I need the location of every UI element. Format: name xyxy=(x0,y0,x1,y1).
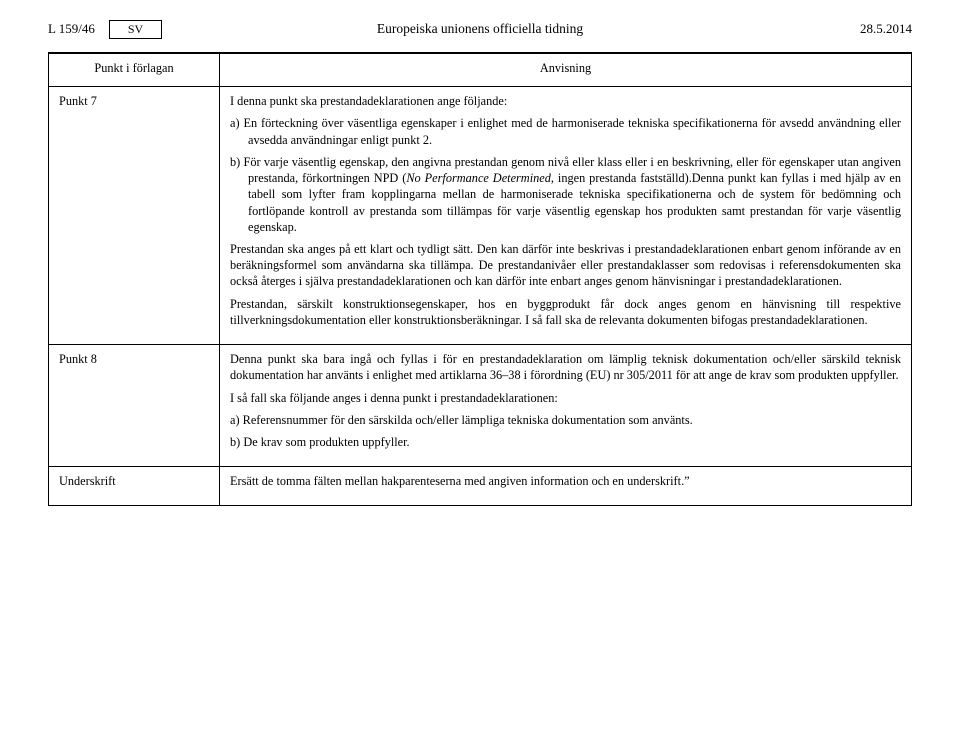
paragraph: b) För varje väsentlig egenskap, den ang… xyxy=(230,154,901,235)
paragraph: I denna punkt ska prestandadeklarationen… xyxy=(230,93,901,109)
row-content: Ersätt de tomma fälten mellan hakparente… xyxy=(220,467,912,506)
paragraph: a) En förteckning över väsentliga egensk… xyxy=(230,115,901,147)
paragraph: Prestandan, särskilt konstruktionsegensk… xyxy=(230,296,901,328)
table-row: Punkt 7 I denna punkt ska prestandadeklar… xyxy=(49,87,912,345)
page-header: L 159/46 SV Europeiska unionens officiel… xyxy=(48,18,912,40)
paragraph: I så fall ska följande anges i denna pun… xyxy=(230,390,901,406)
paragraph: a) Referensnummer för den särskilda och/… xyxy=(230,412,901,428)
paragraph: Prestandan ska anges på ett klart och ty… xyxy=(230,241,901,290)
paragraph: b) De krav som produkten uppfyller. xyxy=(230,434,901,450)
table-header-row: Punkt i förlagan Anvisning xyxy=(49,54,912,87)
page-reference: L 159/46 xyxy=(48,21,95,37)
journal-title: Europeiska unionens officiella tidning xyxy=(168,21,792,37)
publication-date: 28.5.2014 xyxy=(792,21,912,37)
row-label: Punkt 8 xyxy=(49,345,220,467)
col-header-anvisning: Anvisning xyxy=(220,54,912,87)
table-row: Underskrift Ersätt de tomma fälten mellan… xyxy=(49,467,912,506)
paragraph: Denna punkt ska bara ingå och fyllas i f… xyxy=(230,351,901,383)
instructions-table: Punkt i förlagan Anvisning Punkt 7 I denn… xyxy=(48,53,912,506)
row-label: Punkt 7 xyxy=(49,87,220,345)
col-header-punkt: Punkt i förlagan xyxy=(49,54,220,87)
header-left: L 159/46 SV xyxy=(48,20,168,39)
row-content: Denna punkt ska bara ingå och fyllas i f… xyxy=(220,345,912,467)
row-label: Underskrift xyxy=(49,467,220,506)
row-content: I denna punkt ska prestandadeklarationen… xyxy=(220,87,912,345)
language-code: SV xyxy=(109,20,162,39)
table-row: Punkt 8 Denna punkt ska bara ingå och fyl… xyxy=(49,345,912,467)
paragraph: Ersätt de tomma fälten mellan hakparente… xyxy=(230,473,901,489)
